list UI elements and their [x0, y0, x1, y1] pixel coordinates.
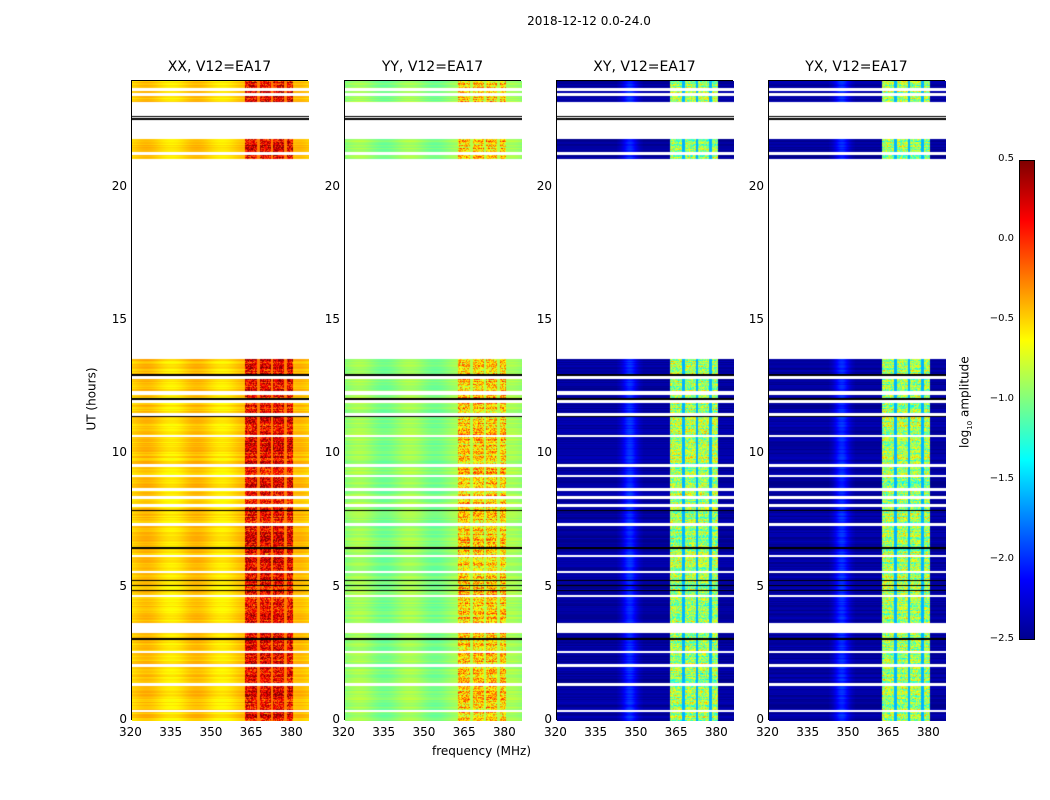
x-tick-label: 320: [332, 725, 355, 739]
x-tick-label: 320: [756, 725, 779, 739]
y-tick-label: 0: [119, 712, 127, 726]
panel-title: YX, V12=EA17: [805, 59, 908, 75]
heatmap-panel: [344, 80, 522, 721]
x-tick-label: 380: [492, 725, 516, 739]
y-tick-label: 10: [111, 445, 127, 460]
colorbar-tick-label: −1.5: [989, 473, 1014, 484]
x-tick-label: 380: [704, 725, 728, 739]
x-tick-label: 320: [544, 725, 567, 739]
colorbar-tick-label: −1.0: [989, 393, 1014, 404]
x-tick-label: 365: [239, 725, 263, 739]
x-tick-label: 335: [159, 725, 183, 739]
panel-title: YY, V12=EA17: [381, 59, 484, 75]
colorbar-tick-label: −0.5: [989, 313, 1014, 324]
x-tick-label: 335: [372, 725, 396, 739]
x-tick-label: 335: [584, 725, 608, 739]
heatmap-panel: [556, 80, 734, 721]
x-tick-label: 320: [119, 725, 142, 739]
heatmap-cells: [557, 81, 734, 721]
colorbar-tick-label: 0.5: [998, 153, 1014, 164]
y-tick-label: 5: [332, 578, 340, 593]
y-tick-label: 20: [324, 178, 340, 193]
x-tick-label: 350: [412, 725, 436, 739]
y-tick-label: 15: [536, 312, 552, 326]
x-tick-label: 380: [279, 725, 303, 739]
colorbar-tick-label: −2.0: [989, 553, 1014, 564]
colorbar-label: log10 amplitude: [957, 356, 975, 449]
heatmap-cells: [345, 81, 522, 721]
y-tick-label: 15: [748, 312, 764, 326]
x-tick-label: 335: [796, 725, 820, 739]
x-tick-label: 365: [664, 725, 688, 739]
y-tick-label: 5: [119, 578, 127, 593]
y-tick-label: 0: [332, 712, 340, 726]
colorbar-tick-label: 0.0: [998, 233, 1014, 244]
y-tick-label: 10: [748, 445, 764, 460]
x-tick-label: 350: [624, 725, 648, 739]
figure-title: 2018-12-12 0.0-24.0: [527, 14, 651, 28]
y-tick-label: 15: [111, 312, 127, 326]
y-tick-label: 20: [536, 178, 552, 193]
heatmap-panel: [131, 80, 309, 721]
y-tick-label: 20: [111, 178, 127, 193]
panel-title: XX, V12=EA17: [167, 59, 272, 75]
x-tick-label: 350: [199, 725, 223, 739]
heatmap-cells: [132, 81, 309, 721]
x-axis-label: frequency (MHz): [432, 744, 532, 758]
heatmap-cells: [769, 81, 946, 721]
y-tick-label: 0: [544, 712, 552, 726]
heatmap-panel: [768, 80, 946, 721]
y-tick-label: 10: [536, 445, 552, 460]
y-tick-label: 15: [324, 312, 340, 326]
y-axis-label: UT (hours): [84, 367, 99, 431]
y-tick-label: 0: [756, 712, 764, 726]
y-tick-label: 5: [756, 578, 764, 593]
y-tick-label: 5: [544, 578, 552, 593]
colorbar: [1019, 160, 1035, 640]
colorbar-tick-label: −2.5: [989, 633, 1014, 644]
panel-title: XY, V12=EA17: [593, 59, 696, 75]
x-tick-label: 380: [916, 725, 940, 739]
x-tick-label: 365: [876, 725, 900, 739]
y-tick-label: 10: [324, 445, 340, 460]
x-tick-label: 365: [452, 725, 476, 739]
x-tick-label: 350: [836, 725, 860, 739]
y-tick-label: 20: [748, 178, 764, 193]
